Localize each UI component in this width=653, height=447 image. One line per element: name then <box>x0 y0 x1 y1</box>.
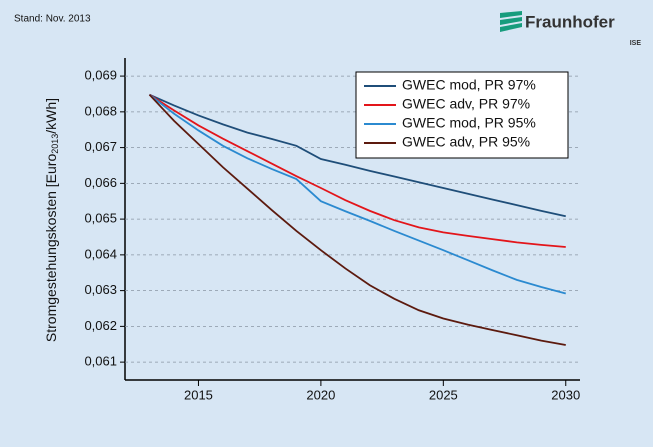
y-tick-label: 0,064 <box>84 246 117 261</box>
legend-label: GWEC adv, PR 95% <box>402 134 530 150</box>
x-tick-label: 2025 <box>429 387 458 402</box>
y-tick-label: 0,063 <box>84 282 117 297</box>
y-tick-label: 0,061 <box>84 354 117 369</box>
series-line <box>148 94 566 346</box>
series-line <box>148 93 566 295</box>
stand-note: Stand: Nov. 2013 <box>14 14 91 25</box>
y-tick-label: 0,062 <box>84 318 117 333</box>
x-tick-label: 2020 <box>306 387 335 402</box>
y-tick-label: 0,067 <box>84 139 117 154</box>
y-tick-label: 0,065 <box>84 211 117 226</box>
legend-label: GWEC mod, PR 97% <box>402 77 536 93</box>
legend-label: GWEC mod, PR 95% <box>402 115 536 131</box>
y-tick-label: 0,069 <box>84 68 117 83</box>
y-label-part: Stromgestehungskosten [Euro <box>43 154 59 343</box>
x-tick-label: 2030 <box>551 387 580 402</box>
y-label-sub: 2013 <box>50 134 60 154</box>
y-label-part: /kWh] <box>43 98 59 134</box>
series-line <box>149 93 566 218</box>
legend: GWEC mod, PR 97% GWEC adv, PR 97% GWEC mod… <box>355 71 569 159</box>
logo-icon <box>500 11 522 32</box>
logo-text: Fraunhofer <box>525 12 615 31</box>
logo-sub: ISE <box>630 40 642 47</box>
series-line <box>148 93 566 248</box>
y-tick-label: 0,068 <box>84 103 117 118</box>
y-axis-label: Stromgestehungskosten [Euro2013/kWh] <box>43 98 61 342</box>
legend-label: GWEC adv, PR 97% <box>402 96 530 112</box>
x-tick-label: 2015 <box>184 387 213 402</box>
y-tick-label: 0,066 <box>84 175 117 190</box>
